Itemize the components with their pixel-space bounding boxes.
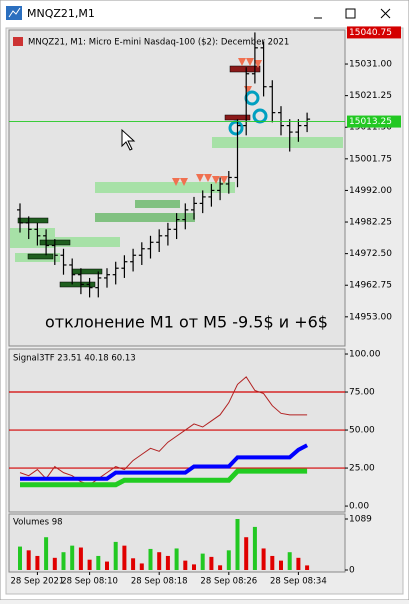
level-box	[71, 268, 103, 275]
volume-bar	[78, 547, 83, 570]
maximize-button[interactable]	[345, 8, 356, 19]
close-button[interactable]	[380, 8, 391, 19]
volume-bar	[35, 555, 40, 570]
x-tick-label: 28 Sep 08:10	[61, 577, 118, 587]
volume-bar	[252, 526, 257, 570]
signal-circle	[228, 120, 244, 136]
mouse-cursor	[121, 128, 136, 151]
volume-bar	[131, 558, 136, 570]
volume-bar	[18, 546, 22, 570]
y-tick-label: 15011.50	[349, 123, 392, 133]
volume-bar	[70, 545, 75, 570]
y-tick-label: 75.00	[349, 388, 375, 398]
y-tick-label: 15031.00	[349, 60, 392, 70]
x-tick-label: 28 Sep 2021	[10, 577, 64, 587]
volume-bar	[209, 556, 214, 570]
level-box	[59, 281, 96, 288]
x-tick-label: 28 Sep 08:34	[270, 577, 327, 587]
zone	[212, 137, 343, 148]
volume-bar	[200, 553, 205, 570]
indicator-line	[20, 468, 308, 488]
y-tick-label: 15001.75	[349, 154, 392, 164]
y-tick-label: 0	[349, 566, 355, 576]
indicator-line	[19, 376, 308, 486]
level-box	[17, 217, 49, 224]
volume-bar	[157, 552, 162, 570]
volume-bar	[122, 545, 127, 570]
volume-bar	[148, 548, 153, 570]
y-tick-label: 25.00	[349, 464, 375, 474]
y-tick-label: 14992.00	[349, 186, 392, 196]
volume-bar	[192, 564, 196, 570]
volume-bar	[261, 548, 266, 570]
indicator-line	[20, 443, 309, 481]
volume-bar	[305, 565, 310, 570]
y-tick-label: 14953.00	[349, 312, 392, 322]
volume-bar	[113, 541, 118, 570]
volume-bar	[52, 557, 57, 570]
chart-title: MNQZ21, M1: Micro E-mini Nasdaq-100 ($2)…	[28, 38, 289, 48]
y-tick-label: 15021.25	[349, 91, 392, 101]
price-marker	[347, 26, 401, 39]
level-box	[27, 253, 54, 260]
y-tick-label: 100.00	[349, 350, 381, 360]
volume-bar	[105, 561, 109, 570]
volume-bar	[279, 560, 283, 570]
volume-bar	[44, 537, 49, 570]
price-marker-label: 15040.75	[349, 28, 392, 38]
y-tick-label: 1089	[349, 515, 372, 525]
x-tick-label: 28 Sep 08:18	[131, 577, 188, 587]
volume-bar	[287, 552, 292, 570]
volume-bar	[235, 519, 240, 570]
x-tick-label: 28 Sep 08:26	[200, 577, 257, 587]
price-marker	[347, 115, 401, 128]
volume-bar	[96, 555, 101, 570]
volume-bar	[87, 559, 92, 570]
annotation: отклонение М1 от М5 -9.5$ и +6$	[45, 313, 328, 332]
volume-bar	[296, 557, 301, 570]
volume-bar	[165, 555, 170, 570]
volume-bar	[139, 563, 144, 570]
volume-bar	[61, 552, 66, 570]
signal-circle	[252, 108, 268, 124]
zone	[55, 237, 120, 247]
zone	[135, 200, 180, 208]
volume-bar	[218, 565, 223, 570]
volume-bar	[270, 555, 275, 570]
window-title: MNQZ21,M1	[27, 7, 95, 20]
y-tick-label: 14982.25	[349, 218, 392, 228]
y-tick-label: 50.00	[349, 426, 375, 436]
level-box	[229, 65, 261, 73]
zone	[95, 182, 235, 193]
volume-title: Volumes 98	[13, 518, 63, 528]
volume-bar	[174, 548, 179, 570]
y-tick-label: 0.00	[349, 502, 369, 512]
volume-bar	[183, 560, 188, 570]
zone	[95, 213, 195, 222]
window-icon-graph	[8, 7, 21, 18]
indicator-title: Signal3TF 23.51 40.18 60.13	[13, 354, 136, 364]
volume-bar	[226, 550, 231, 570]
y-tick-label: 14962.75	[349, 281, 392, 291]
price-marker-label: 15013.25	[349, 117, 392, 127]
window-icon	[6, 6, 22, 20]
volume-bar	[244, 537, 249, 570]
chart-icon	[13, 37, 23, 46]
volume-bar	[26, 550, 31, 570]
y-tick-label: 14972.50	[349, 249, 392, 259]
